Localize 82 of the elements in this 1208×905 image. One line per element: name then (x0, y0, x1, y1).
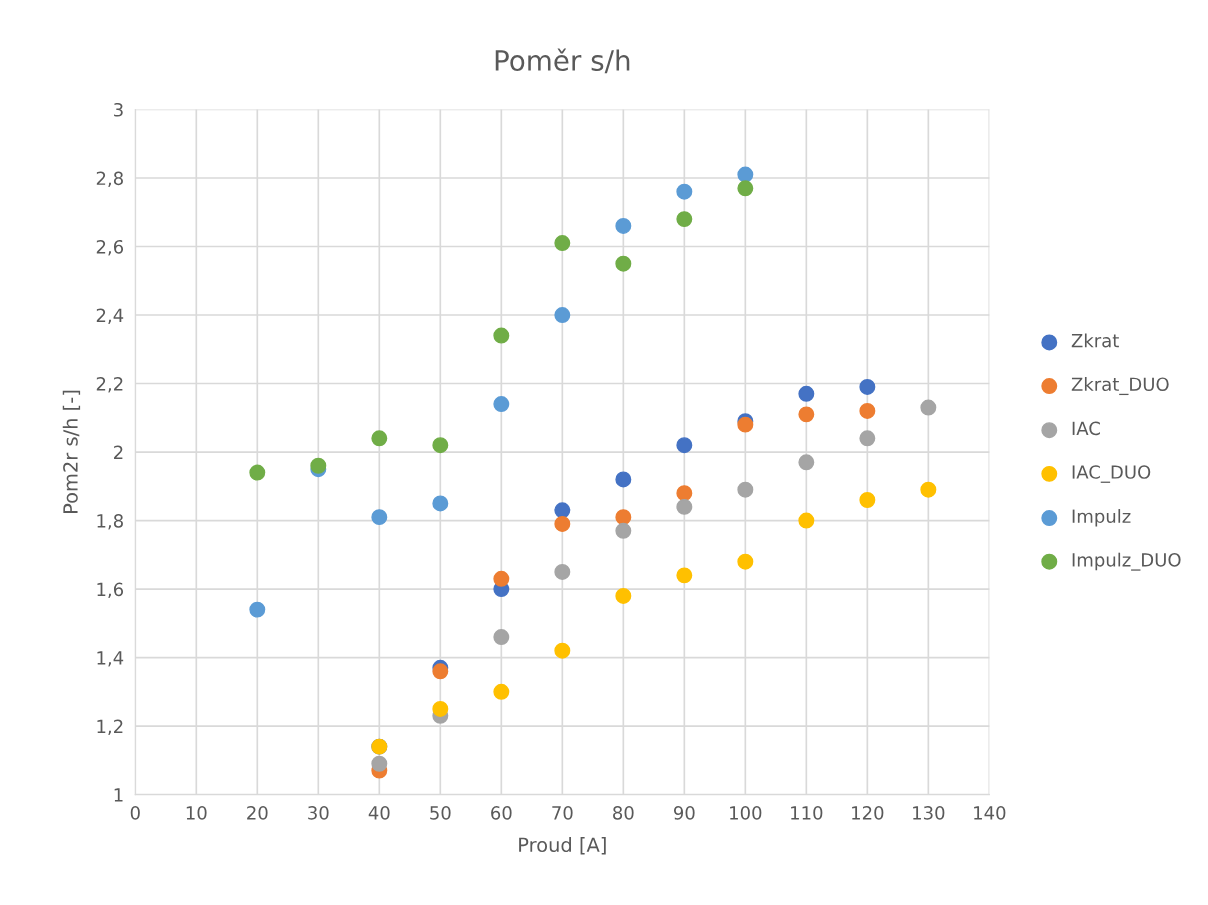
point (615, 587, 632, 604)
point (676, 211, 693, 228)
x-tick-label: 100 (730, 806, 762, 820)
legend-label: Impulz (1072, 509, 1131, 527)
y-tick-label: 2 (114, 445, 123, 459)
point (859, 492, 876, 508)
point (676, 437, 693, 454)
point (615, 217, 632, 234)
y-tick-label: 1,8 (97, 514, 123, 530)
point (615, 522, 632, 539)
point (920, 481, 937, 498)
legend-label: IAC_DUO (1072, 465, 1151, 483)
y-tick-label: 1,6 (97, 582, 124, 599)
x-tick-label: 70 (552, 806, 573, 820)
point (859, 402, 876, 419)
x-tick-label: 40 (368, 806, 390, 820)
point (493, 629, 510, 645)
y-tick-label: 2,4 (96, 308, 124, 324)
point (432, 495, 449, 512)
y-tick-label: 2,6 (96, 239, 124, 256)
point (676, 498, 693, 515)
legend-label: Zkrat (1071, 333, 1119, 348)
point (554, 516, 571, 532)
point (859, 430, 876, 447)
point (371, 755, 388, 772)
point (737, 481, 754, 498)
legend-label: IAC (1072, 421, 1100, 436)
point (371, 430, 388, 447)
point (859, 378, 876, 395)
y-axis-title: Pom2r s/h [-] (62, 390, 81, 514)
point (737, 553, 754, 570)
x-tick-label: 110 (791, 806, 823, 820)
point (493, 327, 510, 344)
point (249, 601, 266, 618)
point (798, 385, 815, 402)
y-tick-label: 1 (114, 788, 123, 802)
x-tick-label: 50 (430, 806, 451, 820)
x-tick-label: 30 (308, 806, 329, 820)
point (798, 454, 815, 471)
legend-label: Zkrat_DUO (1071, 377, 1169, 396)
legend-label: Impulz_DUO (1072, 552, 1181, 571)
point (615, 509, 632, 526)
x-tick-label: 90 (673, 806, 695, 820)
y-tick-label: 3 (114, 102, 123, 117)
point (371, 509, 388, 526)
point (249, 464, 266, 481)
x-tick-label: 130 (913, 806, 945, 820)
point (493, 570, 510, 587)
point (493, 396, 510, 413)
x-tick-label: 120 (852, 806, 884, 820)
x-tick-label: 0 (130, 806, 140, 820)
y-tick-label: 1,4 (97, 651, 124, 667)
point (493, 683, 510, 700)
y-tick-label: 2,2 (96, 377, 123, 393)
point (554, 563, 571, 580)
point (554, 307, 571, 324)
chart-title: Poměr s/h (495, 48, 630, 74)
y-tick-label: 1,2 (97, 719, 123, 736)
point (676, 567, 693, 584)
point (676, 485, 693, 502)
point (737, 166, 754, 183)
point (615, 255, 632, 272)
point (554, 642, 571, 659)
point (676, 183, 693, 200)
point (554, 502, 571, 519)
x-axis-title: Proud [A] (519, 837, 606, 855)
point (432, 663, 449, 680)
x-tick-label: 60 (491, 806, 512, 820)
point (432, 437, 449, 454)
point (798, 512, 815, 529)
x-tick-label: 80 (613, 806, 634, 820)
x-tick-label: 20 (247, 806, 268, 820)
x-tick-label: 10 (186, 806, 207, 820)
point (798, 406, 815, 423)
point (432, 700, 449, 717)
point (615, 471, 632, 488)
point (310, 457, 327, 474)
x-tick-label: 140 (974, 806, 1006, 820)
y-tick-label: 2,8 (96, 171, 123, 187)
point (737, 180, 754, 197)
point (920, 399, 937, 416)
point (554, 235, 571, 252)
